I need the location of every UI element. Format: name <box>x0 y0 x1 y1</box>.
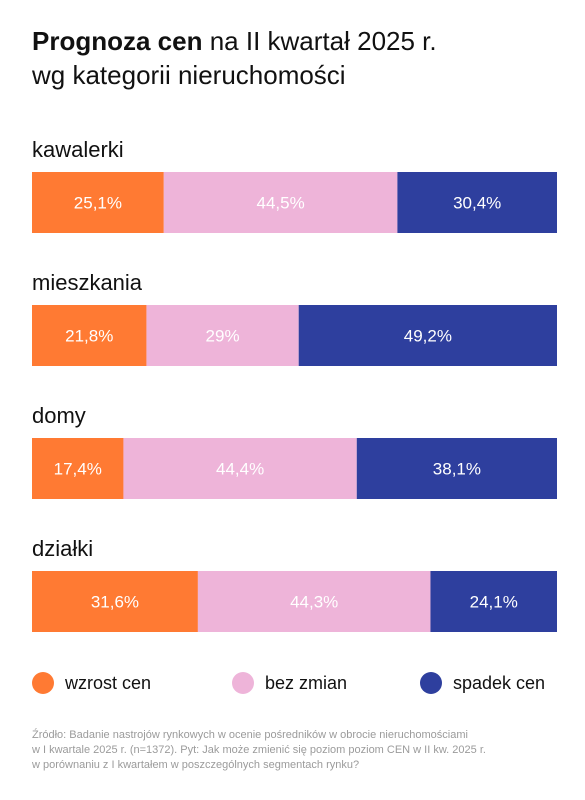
bar-segment-decrease-1 <box>298 305 557 366</box>
chart-title: Prognoza cen na II kwartał 2025 r. wg ka… <box>32 24 562 92</box>
data-label-no-change-0: 44,5% <box>256 194 304 213</box>
legend-item-increase: wzrost cen <box>32 668 151 698</box>
data-label-decrease-3: 24,1% <box>470 593 518 612</box>
data-label-no-change-2: 44,4% <box>216 460 264 479</box>
bar-segment-increase-0 <box>32 172 164 233</box>
bar-segment-decrease-3 <box>430 571 557 632</box>
bar-segment-no-change-0 <box>163 172 398 233</box>
legend-label-increase: wzrost cen <box>65 672 152 693</box>
bar-segment-increase-2 <box>32 438 124 499</box>
source-line-3: w porównaniu z I kwartałem w poszczególn… <box>32 759 360 771</box>
legend-swatch-no-change <box>232 672 254 694</box>
legend-item-no-change: bez zmian <box>232 668 347 698</box>
source-line-2: w I kwartale 2025 r. (n=1372). Pyt: Jak … <box>32 744 486 756</box>
bar-segment-increase-3 <box>32 571 198 632</box>
bar-segment-decrease-0 <box>397 172 557 233</box>
bar-segment-no-change-1 <box>146 305 299 366</box>
category-label-2: domy <box>32 403 86 428</box>
category-label-0: kawalerki <box>32 137 124 162</box>
legend-label-no-change: bez zmian <box>265 672 348 693</box>
data-label-increase-2: 17,4% <box>54 460 102 479</box>
legend-swatch-increase <box>32 672 54 694</box>
legend-item-decrease: spadek cen <box>420 668 545 698</box>
data-label-decrease-2: 38,1% <box>433 460 481 479</box>
data-label-decrease-1: 49,2% <box>404 327 452 346</box>
data-label-decrease-0: 30,4% <box>453 194 501 213</box>
data-label-increase-1: 21,8% <box>65 327 113 346</box>
legend: wzrost cen bez zmian spadek cen <box>32 668 557 698</box>
stacked-bar-chart: kawalerki 25,1% 44,5% 30,4% mieszkania 21,8% 2… <box>32 137 557 632</box>
bar-segment-decrease-2 <box>356 438 557 499</box>
chart-title-rest: na II kwartał 2025 r. <box>209 26 437 56</box>
chart-title-bold: Prognoza cen <box>32 26 203 56</box>
data-label-increase-3: 31,6% <box>91 593 139 612</box>
source-line-1: Źródło: Badanie nastrojów rynkowych w oc… <box>32 729 468 741</box>
data-label-no-change-1: 29% <box>206 327 240 346</box>
category-label-3: działki <box>32 536 93 561</box>
category-label-1: mieszkania <box>32 270 143 295</box>
data-label-increase-0: 25,1% <box>74 194 122 213</box>
legend-swatch-decrease <box>420 672 442 694</box>
chart-title-line2: wg kategorii nieruchomości <box>32 60 346 90</box>
data-label-no-change-3: 44,3% <box>290 593 338 612</box>
bar-segment-no-change-3 <box>197 571 431 632</box>
legend-label-decrease: spadek cen <box>453 672 546 693</box>
source-note: Źródło: Badanie nastrojów rynkowych w oc… <box>32 728 562 773</box>
bar-segment-no-change-2 <box>123 438 357 499</box>
bar-segment-increase-1 <box>32 305 147 366</box>
